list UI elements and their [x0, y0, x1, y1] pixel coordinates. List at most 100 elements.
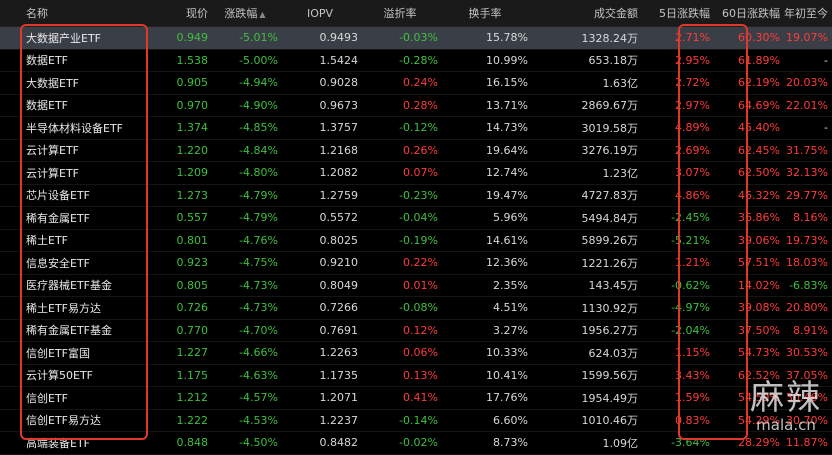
- col-header-ytd[interactable]: 年初至今: [784, 7, 828, 20]
- col-header-change[interactable]: 涨跌幅 ▲: [210, 5, 280, 21]
- cell-ytd: 11.87%: [786, 436, 828, 450]
- cell-chg5: -4.97%: [671, 301, 710, 315]
- cell-name: 芯片设备ETF: [26, 189, 90, 203]
- table-row[interactable]: 高端装备ETF 0.848 -4.50% 0.8482 -0.02% 8.73% 1.09亿…: [0, 432, 832, 455]
- cell-chg60: 57.51%: [738, 256, 780, 270]
- cell-iopv: 1.2759: [319, 188, 359, 202]
- cell-ytd: 20.03%: [786, 76, 828, 90]
- col-header-name[interactable]: 名称: [26, 7, 48, 20]
- col-header-price[interactable]: 现价: [186, 7, 208, 20]
- col-header-change-label: 涨跌幅: [224, 7, 258, 20]
- cell-ytd: 29.77%: [786, 188, 828, 202]
- cell-ytd: 8.16%: [793, 211, 828, 225]
- table-row[interactable]: 云计算50ETF 1.175 -4.63% 1.1735 0.13% 10.41% 1599…: [0, 365, 832, 387]
- cell-ytd: 22.01%: [786, 98, 828, 112]
- cell-premium: 0.26%: [403, 143, 438, 157]
- cell-name: 云计算50ETF: [26, 369, 93, 383]
- cell-chg60: 62.52%: [738, 368, 780, 382]
- cell-premium: 0.13%: [403, 368, 438, 382]
- table-row[interactable]: 稀有金属ETF 0.557 -4.79% 0.5572 -0.04% 5.96% 5494.…: [0, 207, 832, 230]
- cell-ytd: -: [824, 53, 828, 67]
- cell-name: 信创ETF易方达: [26, 414, 101, 428]
- table-row[interactable]: 信息安全ETF 0.923 -4.75% 0.9210 0.22% 12.36% 1221.…: [0, 252, 832, 275]
- col-header-iopv[interactable]: IOPV: [306, 6, 334, 20]
- cell-change: -5.01%: [239, 31, 278, 45]
- table-row[interactable]: 云计算ETF 1.209 -4.80% 1.2082 0.07% 12.74% 1.23亿 3…: [0, 162, 832, 185]
- cell-price: 0.770: [176, 323, 209, 337]
- cell-iopv: 1.2082: [319, 166, 359, 180]
- cell-premium: 0.41%: [403, 391, 438, 405]
- cell-chg5: 1.21%: [675, 256, 710, 270]
- table-row[interactable]: 医疗器械ETF基金 0.805 -4.73% 0.8049 0.01% 2.35% 143.…: [0, 275, 832, 297]
- cell-turnover: 10.41%: [486, 368, 528, 382]
- table-row[interactable]: 稀有金属ETF基金 0.770 -4.70% 0.7691 0.12% 3.27% 1956…: [0, 320, 832, 342]
- table-row[interactable]: 芯片设备ETF 1.273 -4.79% 1.2759 -0.23% 19.47% 4727…: [0, 185, 832, 207]
- table-row[interactable]: 云计算ETF 1.220 -4.84% 1.2168 0.26% 19.64% 3276.1…: [0, 140, 832, 162]
- cell-turnover: 19.64%: [486, 143, 528, 157]
- cell-chg5: -3.64%: [671, 436, 710, 450]
- cell-ytd: -: [824, 121, 828, 135]
- watermark-url: mala.cn: [756, 416, 816, 434]
- table-row[interactable]: 稀土ETF 0.801 -4.76% 0.8025 -0.19% 14.61% 5899.2…: [0, 230, 832, 252]
- table-row[interactable]: 数据ETF 0.970 -4.90% 0.9673 0.28% 13.71% 2869.67…: [0, 95, 832, 117]
- cell-chg60: 61.89%: [738, 53, 780, 67]
- cell-iopv: 1.2071: [319, 391, 359, 405]
- cell-name: 稀土ETF易方达: [26, 301, 101, 315]
- table-body: 大数据产业ETF 0.949 -5.01% 0.9493 -0.03% 15.78% 132…: [0, 27, 832, 455]
- cell-price: 0.905: [176, 76, 209, 90]
- cell-amount: 1599.56万: [581, 369, 639, 383]
- cell-premium: -0.02%: [399, 436, 438, 450]
- cell-change: -4.53%: [239, 413, 278, 427]
- cell-change: -4.84%: [239, 143, 278, 157]
- table-row[interactable]: 半导体材料设备ETF 1.374 -4.85% 1.3757 -0.12% 14.73% 3…: [0, 117, 832, 140]
- table-row[interactable]: 稀土ETF易方达 0.726 -4.73% 0.7266 -0.08% 4.51% 1130…: [0, 297, 832, 320]
- table-row[interactable]: 大数据产业ETF 0.949 -5.01% 0.9493 -0.03% 15.78% 132…: [0, 27, 832, 50]
- table-row[interactable]: 信创ETF 1.212 -4.57% 1.2071 0.41% 17.76% 1954.49…: [0, 387, 832, 410]
- cell-name: 信创ETF: [26, 391, 68, 405]
- cell-ytd: 20.80%: [786, 301, 828, 315]
- cell-change: -4.63%: [239, 368, 278, 382]
- cell-chg5: 2.72%: [675, 76, 710, 90]
- cell-turnover: 14.73%: [486, 121, 528, 135]
- watermark-logo: 麻辣: [750, 378, 822, 418]
- cell-price: 1.273: [176, 188, 209, 202]
- table-row[interactable]: 数据ETF 1.538 -5.00% 1.5424 -0.28% 10.99% 653.18…: [0, 50, 832, 72]
- cell-ytd: 30.46%: [786, 391, 828, 405]
- cell-chg5: -2.45%: [671, 211, 710, 225]
- cell-premium: -0.14%: [399, 413, 438, 427]
- cell-iopv: 1.2168: [319, 143, 359, 157]
- col-header-chg5[interactable]: 5日涨跌幅: [659, 7, 710, 20]
- cell-ytd: 8.91%: [793, 323, 828, 337]
- cell-amount: 3276.19万: [581, 144, 639, 158]
- cell-chg5: 3.07%: [675, 166, 710, 180]
- cell-turnover: 17.76%: [486, 391, 528, 405]
- col-header-amount[interactable]: 成交金额: [594, 7, 638, 20]
- cell-change: -4.90%: [239, 98, 278, 112]
- cell-change: -4.75%: [239, 256, 278, 270]
- cell-turnover: 15.78%: [486, 31, 528, 45]
- cell-premium: -0.19%: [399, 233, 438, 247]
- col-header-chg60[interactable]: 60日涨跌幅: [722, 7, 780, 20]
- cell-amount: 624.03万: [588, 346, 639, 360]
- cell-amount: 1130.92万: [581, 301, 639, 315]
- cell-chg60: 36.86%: [738, 211, 780, 225]
- cell-premium: -0.28%: [399, 53, 438, 67]
- cell-change: -4.80%: [239, 166, 278, 180]
- table-row[interactable]: 信创ETF富国 1.227 -4.66% 1.2263 0.06% 10.33% 624.0…: [0, 342, 832, 365]
- col-header-turnover[interactable]: 换手率: [468, 7, 502, 20]
- cell-name: 信创ETF富国: [26, 346, 90, 360]
- cell-chg60: 54.29%: [738, 413, 780, 427]
- cell-price: 0.557: [176, 211, 209, 225]
- cell-turnover: 10.99%: [486, 53, 528, 67]
- cell-iopv: 1.2237: [319, 413, 359, 427]
- cell-chg5: 3.43%: [675, 368, 710, 382]
- cell-iopv: 0.8482: [319, 436, 359, 450]
- table-row[interactable]: 大数据ETF 0.905 -4.94% 0.9028 0.24% 16.15% 1.63亿 2…: [0, 72, 832, 95]
- cell-iopv: 0.9673: [319, 98, 359, 112]
- cell-iopv: 0.8025: [319, 233, 359, 247]
- cell-name: 数据ETF: [26, 54, 68, 68]
- table-row[interactable]: 信创ETF易方达 1.222 -4.53% 1.2237 -0.14% 6.60% 1010…: [0, 410, 832, 432]
- col-header-premium[interactable]: 溢折率: [383, 7, 417, 20]
- cell-premium: 0.01%: [403, 278, 438, 292]
- cell-ytd: 18.03%: [786, 256, 828, 270]
